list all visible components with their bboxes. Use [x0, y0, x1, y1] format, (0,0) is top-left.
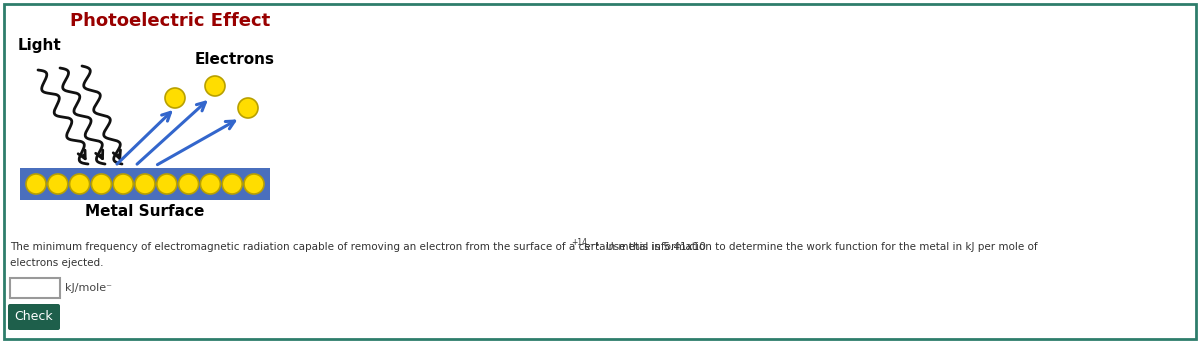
- Circle shape: [48, 174, 67, 194]
- Circle shape: [26, 174, 46, 194]
- Text: +14: +14: [571, 238, 587, 247]
- Text: Light: Light: [18, 38, 61, 53]
- Text: Metal Surface: Metal Surface: [85, 204, 205, 219]
- Text: Check: Check: [14, 310, 53, 323]
- Circle shape: [179, 174, 199, 194]
- Circle shape: [244, 174, 264, 194]
- Circle shape: [166, 88, 185, 108]
- Circle shape: [157, 174, 176, 194]
- Bar: [10, 278, 60, 298]
- Bar: [20, 168, 270, 200]
- Circle shape: [222, 174, 242, 194]
- FancyBboxPatch shape: [4, 4, 1196, 339]
- Circle shape: [91, 174, 112, 194]
- Text: Photoelectric Effect: Photoelectric Effect: [70, 12, 270, 30]
- Circle shape: [113, 174, 133, 194]
- Circle shape: [134, 174, 155, 194]
- Circle shape: [238, 98, 258, 118]
- Text: electrons ejected.: electrons ejected.: [10, 258, 103, 268]
- Text: kJ/mole⁻: kJ/mole⁻: [65, 283, 112, 293]
- Circle shape: [205, 76, 226, 96]
- Text: The minimum frequency of electromagnetic radiation capable of removing an electr: The minimum frequency of electromagnetic…: [10, 242, 706, 252]
- Circle shape: [70, 174, 90, 194]
- Text: Electrons: Electrons: [194, 52, 275, 67]
- FancyBboxPatch shape: [8, 304, 60, 330]
- Circle shape: [200, 174, 221, 194]
- Text: s⁻¹. Use this information to determine the work function for the metal in kJ per: s⁻¹. Use this information to determine t…: [581, 242, 1037, 252]
